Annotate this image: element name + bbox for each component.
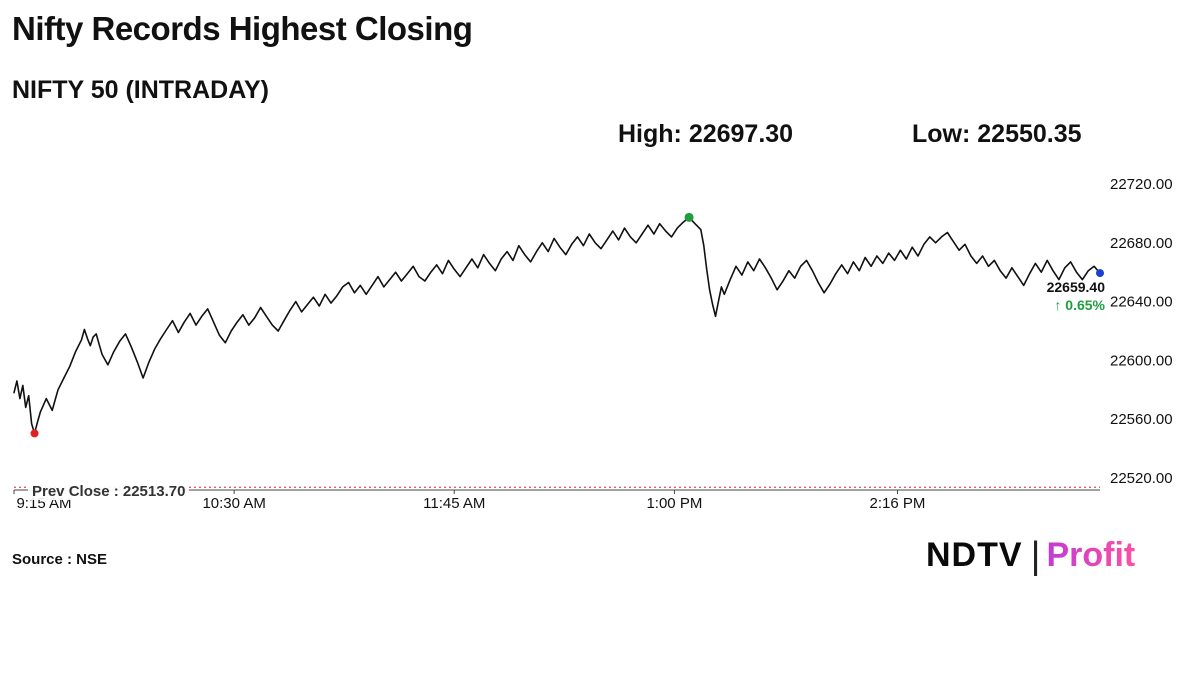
low-value: Low: 22550.35 (912, 120, 1082, 148)
brand-ndtv-logo: NDTV (926, 536, 1023, 574)
price-line (13, 216, 1101, 435)
x-tick-label: 10:30 AM (202, 495, 265, 512)
low-marker (30, 429, 39, 438)
x-tick-label: 2:16 PM (870, 495, 926, 512)
y-tick-label: 22520.00 (1110, 470, 1173, 487)
x-tick-label: 11:45 AM (423, 495, 485, 512)
y-tick-label: 22640.00 (1110, 294, 1173, 311)
y-tick-label: 22600.00 (1110, 352, 1173, 369)
chart-subtitle: NIFTY 50 (INTRADAY) (12, 76, 269, 104)
source-label: Source : NSE (12, 551, 108, 568)
change-percent-label: ↑ 0.65% (1054, 297, 1105, 313)
brand-profit-logo: Profit (1046, 536, 1136, 574)
y-tick-label: 22560.00 (1110, 411, 1173, 428)
prev-close-label: Prev Close : 22513.70 (28, 483, 190, 500)
high-value: High: 22697.30 (618, 120, 794, 148)
brand-logo: NDTV | Profit (926, 536, 1135, 575)
y-tick-label: 22680.00 (1110, 235, 1173, 252)
y-tick-label: 22720.00 (1110, 176, 1173, 193)
x-tick-label: 1:00 PM (646, 495, 702, 512)
brand-separator: | (1030, 534, 1041, 577)
last-price-label: 22659.40 (1047, 279, 1106, 295)
high-marker (684, 212, 694, 222)
last-marker (1096, 269, 1104, 278)
page-title: Nifty Records Highest Closing (12, 10, 473, 47)
